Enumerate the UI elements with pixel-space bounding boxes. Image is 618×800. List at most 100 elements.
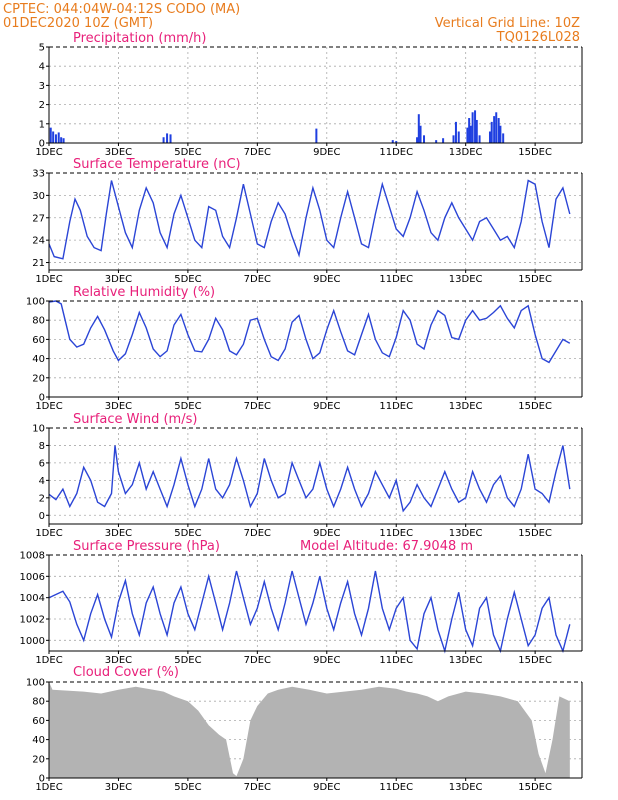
precipitation-title: Precipitation (mm/h): [73, 31, 206, 46]
y-tick-label: 24: [32, 236, 45, 247]
x-tick-label: 7DEC: [244, 401, 271, 412]
header-grid-line: Vertical Grid Line: 10Z: [435, 16, 580, 31]
x-tick-label: 3DEC: [105, 401, 132, 412]
precip-bar: [469, 125, 472, 143]
x-tick-label: 1DEC: [35, 274, 62, 285]
x-tick-label: 1DEC: [35, 401, 62, 412]
y-tick-label: 4: [39, 476, 45, 487]
y-tick-label: 20: [32, 373, 45, 384]
x-tick-label: 15DEC: [518, 655, 552, 666]
model-altitude-label: Model Altitude: 67.9048 m: [300, 539, 473, 554]
y-tick-label: 60: [32, 716, 45, 727]
y-tick-label: 2: [39, 493, 45, 504]
x-tick-label: 9DEC: [313, 782, 340, 793]
precipitation-panel: Precipitation (mm/h) 0 1 2 3 4 5 1DEC 3DEC 5DEC 7…: [35, 31, 583, 158]
x-tick-label: 11DEC: [379, 528, 413, 539]
x-tick-label: 3DEC: [105, 782, 132, 793]
precip-bar: [169, 134, 172, 143]
x-tick-label: 13DEC: [449, 528, 483, 539]
humidity-panel: Relative Humidity (%) 0 20 40 60 80 100 1DEC 3D…: [26, 285, 583, 412]
y-tick-label: 0: [39, 393, 45, 404]
x-tick-label: 7DEC: [244, 655, 271, 666]
temperature-title: Surface Temperature (nC): [73, 157, 241, 172]
x-tick-label: 7DEC: [244, 147, 271, 158]
precip-bar: [52, 131, 55, 143]
wind-title: Surface Wind (m/s): [73, 412, 197, 427]
precip-bar: [162, 137, 165, 143]
y-tick-label: 0: [39, 774, 45, 785]
y-tick-label: 10: [32, 424, 45, 435]
y-tick-label: 20: [32, 754, 45, 765]
x-tick-label: 3DEC: [105, 528, 132, 539]
cloud-cover-panel: Cloud Cover (%) 0 20 40 60 80 100 1DEC 3DEC 5DEC…: [26, 665, 583, 793]
y-tick-label: 80: [32, 316, 45, 327]
x-tick-label: 7DEC: [244, 782, 271, 793]
y-tick-label: 33: [32, 169, 45, 180]
x-tick-label: 13DEC: [449, 401, 483, 412]
y-tick-label: 1004: [20, 593, 45, 604]
precip-bar: [315, 128, 318, 143]
grid: [48, 173, 582, 270]
x-tick-label: 9DEC: [313, 655, 340, 666]
y-tick-label: 30: [32, 191, 45, 202]
x-tick-label: 5DEC: [174, 782, 201, 793]
x-tick-label: 1DEC: [35, 782, 62, 793]
precip-bar: [495, 112, 498, 143]
y-tick-label: 2: [39, 100, 45, 111]
precip-bar: [452, 135, 455, 143]
x-tick-label: 15DEC: [518, 274, 552, 285]
x-tick-label: 11DEC: [379, 655, 413, 666]
precip-bar: [493, 116, 496, 143]
x-tick-label: 11DEC: [379, 147, 413, 158]
y-tick-label: 8: [39, 441, 45, 452]
y-tick-label: 40: [32, 735, 45, 746]
grid: [48, 301, 582, 397]
precip-bar: [466, 127, 469, 143]
x-tick-label: 3DEC: [105, 147, 132, 158]
y-tick-label: 6: [39, 458, 45, 469]
wind-panel: Surface Wind (m/s) 0 2 4 6 8 10 1DEC 3DEC 5DEC 7D…: [32, 412, 583, 539]
x-tick-label: 1DEC: [35, 528, 62, 539]
y-tick-label: 21: [32, 258, 45, 269]
precip-bar: [478, 135, 481, 143]
precip-bar: [499, 125, 502, 143]
y-tick-label: 60: [32, 335, 45, 346]
x-tick-label: 7DEC: [244, 274, 271, 285]
x-tick-label: 5DEC: [174, 528, 201, 539]
precip-bar: [468, 118, 471, 143]
x-tick-label: 15DEC: [518, 528, 552, 539]
y-tick-label: 4: [39, 62, 45, 73]
header-model: TQ0126L028: [496, 30, 580, 45]
precip-bar: [497, 118, 500, 143]
x-tick-label: 1DEC: [35, 147, 62, 158]
cloud-cover-title: Cloud Cover (%): [73, 665, 179, 680]
precip-bar: [49, 127, 52, 143]
series-line: [48, 445, 571, 513]
x-tick-label: 3DEC: [105, 274, 132, 285]
precip-bar: [419, 125, 422, 143]
x-tick-label: 9DEC: [313, 274, 340, 285]
x-tick-label: 13DEC: [449, 782, 483, 793]
pressure-panel: Surface Pressure (hPa) Model Altitude: 6…: [20, 539, 583, 666]
precip-bar: [471, 112, 474, 143]
x-tick-label: 9DEC: [313, 401, 340, 412]
x-tick-label: 11DEC: [379, 401, 413, 412]
y-tick-label: 1002: [20, 615, 45, 626]
x-tick-label: 15DEC: [518, 147, 552, 158]
precip-bar: [474, 110, 477, 143]
series-line: [48, 300, 571, 364]
precip-bar: [442, 138, 445, 143]
precip-bar: [54, 134, 57, 143]
y-tick-label: 40: [32, 354, 45, 365]
precip-bar: [416, 137, 419, 143]
grid: [48, 428, 582, 524]
header-init-time: 01DEC2020 10Z (GMT): [3, 16, 153, 31]
series-line: [48, 179, 571, 260]
x-tick-label: 13DEC: [449, 147, 483, 158]
precip-bar: [475, 119, 478, 143]
y-tick-label: 100: [26, 678, 45, 689]
x-tick-label: 9DEC: [313, 528, 340, 539]
x-tick-label: 5DEC: [174, 401, 201, 412]
y-tick-label: 1000: [20, 636, 45, 647]
